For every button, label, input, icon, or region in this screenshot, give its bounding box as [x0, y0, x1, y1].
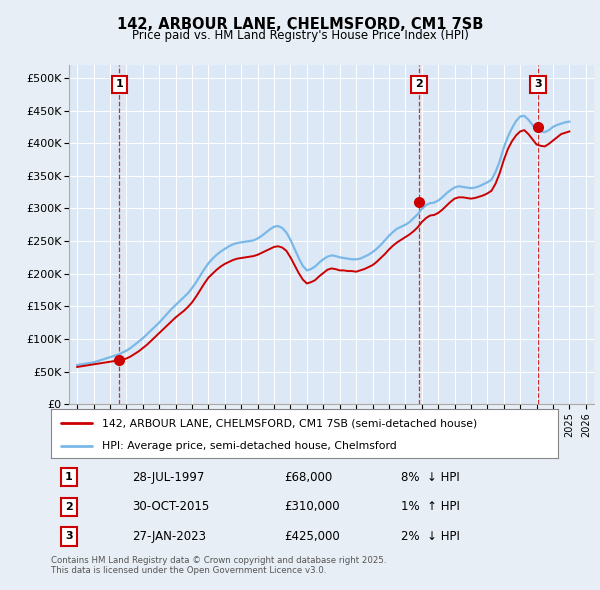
Text: Contains HM Land Registry data © Crown copyright and database right 2025.
This d: Contains HM Land Registry data © Crown c…	[51, 556, 386, 575]
Text: HPI: Average price, semi-detached house, Chelmsford: HPI: Average price, semi-detached house,…	[102, 441, 397, 451]
Text: 30-OCT-2015: 30-OCT-2015	[132, 500, 209, 513]
Text: Price paid vs. HM Land Registry's House Price Index (HPI): Price paid vs. HM Land Registry's House …	[131, 30, 469, 42]
Text: 3: 3	[534, 80, 542, 90]
Text: 142, ARBOUR LANE, CHELMSFORD, CM1 7SB (semi-detached house): 142, ARBOUR LANE, CHELMSFORD, CM1 7SB (s…	[102, 418, 477, 428]
Text: 2: 2	[65, 502, 73, 512]
Text: 27-JAN-2023: 27-JAN-2023	[132, 530, 206, 543]
Text: 3: 3	[65, 532, 73, 542]
Text: £68,000: £68,000	[284, 471, 332, 484]
Text: 1: 1	[115, 80, 123, 90]
Text: 2%  ↓ HPI: 2% ↓ HPI	[401, 530, 460, 543]
Text: £425,000: £425,000	[284, 530, 340, 543]
Text: £310,000: £310,000	[284, 500, 340, 513]
Text: 142, ARBOUR LANE, CHELMSFORD, CM1 7SB: 142, ARBOUR LANE, CHELMSFORD, CM1 7SB	[117, 17, 483, 31]
Text: 8%  ↓ HPI: 8% ↓ HPI	[401, 471, 460, 484]
Text: 28-JUL-1997: 28-JUL-1997	[132, 471, 205, 484]
Text: 1%  ↑ HPI: 1% ↑ HPI	[401, 500, 460, 513]
Text: 1: 1	[65, 472, 73, 482]
Text: 2: 2	[415, 80, 423, 90]
